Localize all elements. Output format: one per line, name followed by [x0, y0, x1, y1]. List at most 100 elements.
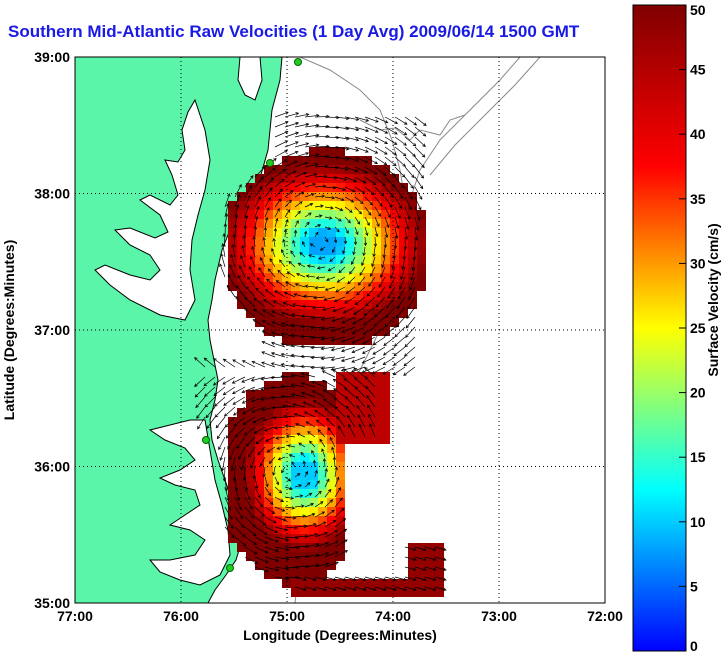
velocity-vector [394, 116, 408, 125]
velocity-vector [403, 346, 416, 357]
velocity-cell [291, 471, 300, 480]
velocity-vector [404, 146, 416, 157]
velocity-vector [272, 466, 276, 476]
velocity-vector [372, 246, 376, 258]
velocity-vector [247, 446, 256, 458]
velocity-vector [361, 366, 376, 374]
velocity-cell [408, 543, 417, 552]
velocity-vector [394, 196, 402, 209]
velocity-cell [336, 300, 345, 309]
velocity-cell [381, 219, 390, 228]
velocity-cell [291, 426, 300, 435]
velocity-cell [246, 408, 255, 417]
velocity-vector [263, 226, 268, 238]
velocity-cell [318, 237, 327, 246]
velocity-cell [372, 435, 381, 444]
velocity-vector [331, 316, 346, 323]
velocity-vector [334, 576, 347, 582]
velocity-vector [302, 401, 316, 408]
velocity-vector [232, 359, 246, 368]
velocity-cell [327, 453, 336, 462]
velocity-vector [277, 269, 286, 278]
velocity-vector [413, 236, 418, 251]
velocity-vector [404, 206, 411, 221]
velocity-vector [374, 306, 386, 318]
land-mass [75, 57, 283, 603]
velocity-cell [408, 264, 417, 273]
velocity-vector [394, 576, 407, 582]
velocity-cell [282, 264, 291, 273]
velocity-cell [291, 156, 300, 165]
velocity-vector [354, 176, 367, 184]
colorbar-tick-label: 15 [690, 449, 706, 465]
velocity-cell [228, 489, 237, 498]
plot-frame [74, 56, 606, 604]
velocity-vector [366, 395, 376, 408]
velocity-cell [237, 282, 246, 291]
velocity-vector [248, 266, 256, 278]
colorbar-tick-label: 45 [690, 62, 706, 78]
velocity-vector [354, 126, 370, 133]
velocity-cell [282, 192, 291, 201]
velocity-vector [261, 320, 276, 328]
velocity-vector [284, 150, 299, 158]
velocity-vector [311, 390, 326, 398]
velocity-vector [364, 226, 369, 237]
velocity-vector [320, 336, 336, 341]
velocity-vector [277, 456, 286, 461]
velocity-vector [244, 204, 250, 218]
velocity-cell [408, 201, 417, 210]
velocity-vector [274, 476, 280, 486]
velocity-cell [246, 543, 255, 552]
velocity-vector [403, 236, 408, 251]
velocity-vector [283, 228, 288, 238]
velocity-cell [237, 417, 246, 426]
velocity-cell [408, 219, 417, 228]
velocity-vector [318, 256, 326, 260]
velocity-vector [253, 297, 266, 308]
velocity-vector [261, 340, 276, 348]
velocity-cell [309, 219, 318, 228]
velocity-vector [392, 366, 406, 376]
velocity-cell [309, 192, 318, 201]
velocity-cell [336, 201, 345, 210]
velocity-vector [373, 236, 378, 248]
velocity-cell [291, 444, 300, 453]
velocity-cell [309, 309, 318, 318]
velocity-field [194, 111, 447, 597]
velocity-cell [390, 210, 399, 219]
velocity-vector [245, 436, 256, 447]
velocity-cell [381, 417, 390, 426]
velocity-cell [354, 174, 363, 183]
velocity-vector [301, 240, 306, 248]
velocity-cell [408, 552, 417, 561]
velocity-vector [384, 136, 398, 145]
velocity-cell [417, 561, 426, 570]
velocity-cell [291, 219, 300, 228]
velocity-vector [414, 156, 425, 169]
velocity-vector [314, 562, 330, 568]
velocity-vector [332, 456, 337, 468]
velocity-cell [372, 192, 381, 201]
velocity-cell [336, 552, 345, 561]
velocity-vector [434, 546, 447, 552]
velocity-cell [300, 237, 309, 246]
velocity-cell [228, 246, 237, 255]
velocity-cell [336, 237, 345, 246]
velocity-cell [372, 183, 381, 192]
velocity-vector [357, 276, 366, 286]
velocity-vector [264, 167, 276, 178]
velocity-cell [345, 246, 354, 255]
velocity-vector [409, 276, 416, 291]
velocity-vector [414, 546, 427, 552]
velocity-cell [390, 237, 399, 246]
velocity-cell [417, 228, 426, 237]
velocity-cell [354, 390, 363, 399]
velocity-cell [318, 453, 327, 462]
velocity-vector [303, 411, 316, 418]
velocity-cell [318, 381, 327, 390]
velocity-cell [264, 183, 273, 192]
velocity-cell [354, 309, 363, 318]
velocity-vector [374, 166, 387, 176]
velocity-vector [334, 226, 340, 233]
